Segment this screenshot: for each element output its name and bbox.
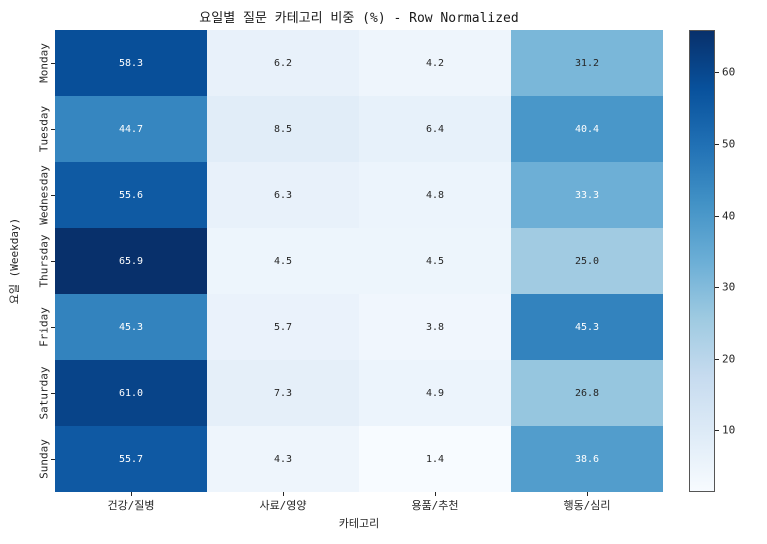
heatmap-cell: 31.2 [511, 30, 663, 96]
x-tick-label: 사료/영양 [259, 499, 307, 512]
axis-tick-mark [715, 287, 719, 289]
x-axis-label: 카테고리 [338, 517, 380, 530]
y-tick-label: Monday [37, 43, 51, 83]
y-tick-label: Saturday [37, 366, 51, 420]
heatmap-cell: 26.8 [511, 360, 663, 426]
axis-tick-mark [435, 492, 436, 496]
axis-tick-mark [587, 492, 588, 496]
heatmap-cell: 45.3 [511, 294, 663, 360]
heatmap-cell: 61.0 [55, 360, 207, 426]
axis-tick-mark [51, 129, 55, 130]
axis-tick-mark [715, 72, 719, 74]
heatmap-cell: 8.5 [207, 96, 359, 162]
heatmap-cell: 38.6 [511, 426, 663, 492]
heatmap-cell: 5.7 [207, 294, 359, 360]
axis-tick-mark [131, 492, 132, 496]
x-tick-label: 건강/질병 [107, 499, 155, 512]
axis-tick-mark [715, 430, 719, 432]
y-axis-label: 요일 (Weekday) [8, 217, 21, 305]
y-tick-label: Thursday [37, 234, 51, 288]
colorbar [689, 30, 715, 492]
heatmap-cell: 4.2 [359, 30, 511, 96]
heatmap-cell: 1.4 [359, 426, 511, 492]
heatmap-cell: 6.4 [359, 96, 511, 162]
heatmap-cell: 58.3 [55, 30, 207, 96]
axis-tick-mark [715, 143, 719, 145]
axis-tick-mark [51, 327, 55, 328]
heatmap-cell: 4.5 [359, 228, 511, 294]
heatmap-cell: 6.2 [207, 30, 359, 96]
axis-tick-mark [51, 63, 55, 64]
axis-tick-mark [51, 261, 55, 262]
axis-tick-mark [51, 195, 55, 196]
heatmap-cell: 55.7 [55, 426, 207, 492]
axis-tick-mark [715, 358, 719, 360]
chart-title: 요일별 질문 카테고리 비중 (%) - Row Normalized [199, 11, 519, 26]
heatmap-cell: 4.9 [359, 360, 511, 426]
colorbar-tick-label: 30 [722, 280, 736, 294]
heatmap-cell: 44.7 [55, 96, 207, 162]
heatmap-cell: 4.5 [207, 228, 359, 294]
axis-tick-mark [283, 492, 284, 496]
y-tick-label: Tuesday [37, 105, 51, 153]
x-tick-label: 용품/추천 [411, 499, 459, 512]
y-tick-label: Sunday [37, 439, 51, 479]
heatmap-cell: 33.3 [511, 162, 663, 228]
colorbar-tick-label: 10 [722, 423, 736, 437]
heatmap-cell: 3.8 [359, 294, 511, 360]
y-tick-label: Friday [37, 307, 51, 347]
colorbar-tick-label: 40 [722, 209, 736, 223]
heatmap-cell: 6.3 [207, 162, 359, 228]
axis-tick-mark [51, 393, 55, 394]
axis-tick-mark [51, 459, 55, 460]
colorbar-tick-label: 50 [722, 137, 736, 151]
heatmap-cell: 4.3 [207, 426, 359, 492]
heatmap-grid: 58.3 6.2 4.2 31.2 44.7 8.5 6.4 40.4 55.6 6.3 4.8 33… [55, 30, 663, 492]
heatmap-cell: 40.4 [511, 96, 663, 162]
heatmap-cell: 55.6 [55, 162, 207, 228]
y-tick-label: Wednesday [37, 165, 51, 225]
colorbar-tick-label: 20 [722, 352, 736, 366]
heatmap-cell: 65.9 [55, 228, 207, 294]
heatmap-cell: 4.8 [359, 162, 511, 228]
x-tick-label: 행동/심리 [563, 499, 611, 512]
axis-tick-mark [715, 215, 719, 217]
colorbar-tick-label: 60 [722, 65, 736, 79]
heatmap-cell: 45.3 [55, 294, 207, 360]
heatmap-cell: 7.3 [207, 360, 359, 426]
heatmap-cell: 25.0 [511, 228, 663, 294]
